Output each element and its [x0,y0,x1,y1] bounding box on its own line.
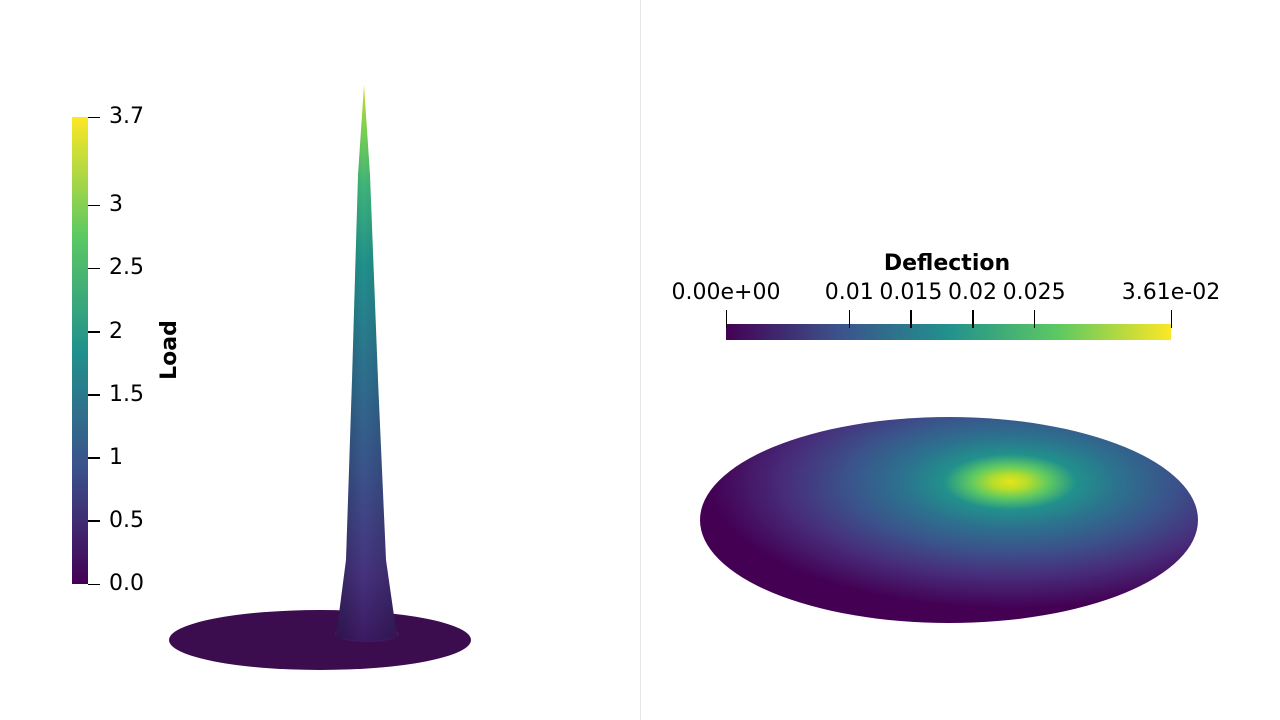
load-colorbar-tick-label: 2 [109,318,123,344]
deflection-colorbar-gradient [726,324,1171,340]
deflection-colorbar-tick [1033,310,1036,328]
load-colorbar-tick [88,267,100,270]
load-colorbar-tick [88,394,100,396]
load-colorbar-tick [88,331,100,333]
deflection-colorbar-tick-label: 0.01 [824,280,874,305]
view-divider [640,0,641,720]
load-colorbar-title: Load [157,320,182,380]
load-colorbar-tick-label: 0.5 [109,507,144,533]
load-colorbar-tick-label: 3.7 [109,104,144,129]
deflection-plot-canvas [700,324,1198,623]
load-disk-surface [169,610,471,670]
deflection-colorbar-tick [972,310,974,328]
deflection-disk-surface [700,417,1198,623]
load-colorbar-tick [88,116,100,118]
deflection-colorbar-tick-label: 3.61e-02 [1121,280,1221,305]
load-colorbar-tick [88,204,100,207]
load-spike-shading [336,85,397,641]
deflection-colorbar-tick-label: 0.015 [879,280,943,305]
deflection-colorbar-tick-label: 0.02 [948,280,998,305]
deflection-colorbar-tick [725,310,727,328]
deflection-colorbar-tick [1170,310,1172,328]
load-colorbar-tick-label: 3 [109,192,123,218]
load-colorbar-tick-label: 2.5 [109,255,144,281]
deflection-colorbar-tick [910,310,912,328]
load-render-view[interactable]: 3.7 3 2.5 2 1.5 1 0.5 0.0 Load [0,0,640,720]
load-plot-canvas [72,85,471,670]
load-colorbar-tick-label: 1.5 [109,381,144,407]
deflection-colorbar-tick [848,310,851,328]
load-colorbar-tick [88,583,100,585]
deflection-render-view[interactable]: 0.00e+00 0.01 0.015 0.02 0.025 3.61e-02 Defle… [641,0,1280,720]
load-colorbar-tick [88,520,100,522]
load-colorbar-tick-label: 0.0 [109,571,144,596]
deflection-colorbar-title: Deflection [883,251,1011,276]
deflection-colorbar-tick-label: 0.025 [1002,280,1066,305]
load-colorbar-gradient [72,117,88,584]
load-colorbar-tick-label: 1 [109,444,123,470]
load-colorbar-tick [88,457,100,459]
deflection-colorbar-tick-label: 0.00e+00 [671,280,781,305]
